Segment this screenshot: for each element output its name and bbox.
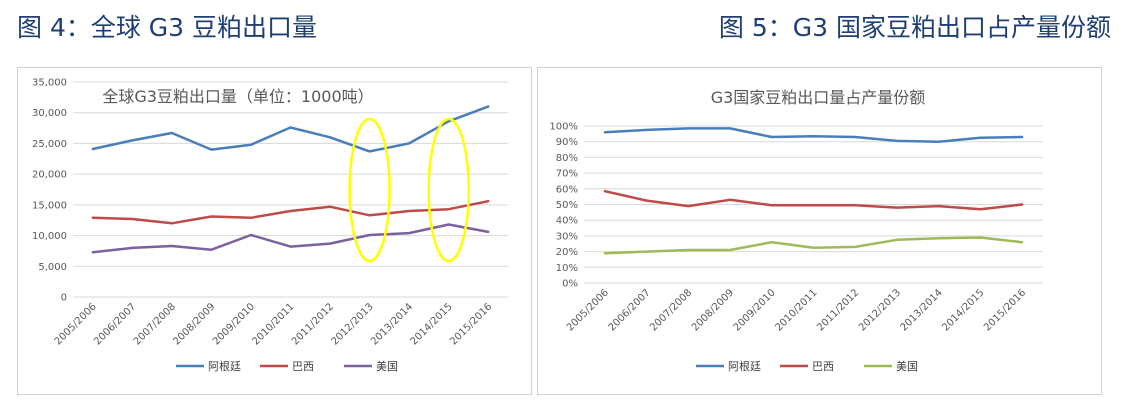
legend-label: 阿根廷: [208, 359, 241, 373]
x-tick-label: 2015/2016: [448, 301, 494, 347]
y-tick-label: 35,000: [32, 78, 67, 89]
y-tick-label: 10,000: [32, 231, 67, 242]
x-tick-label: 2006/2007: [607, 287, 653, 333]
y-tick-label: 40%: [556, 216, 578, 227]
highlight-ellipse: [348, 117, 391, 263]
legend-label: 美国: [896, 360, 918, 373]
legend-label: 巴西: [292, 360, 314, 373]
y-tick-label: 50%: [556, 200, 578, 211]
figure-5-heading: 图 5：G3 国家豆粕出口占产量份额: [718, 13, 1111, 42]
chart-title: 全球G3豆粕出口量（单位：1000吨）: [102, 87, 373, 106]
x-tick-label: 2005/2006: [565, 287, 611, 333]
x-tick-label: 2009/2010: [732, 287, 778, 333]
x-tick-label: 2014/2015: [940, 287, 986, 333]
y-tick-label: 30,000: [32, 108, 67, 119]
y-tick-label: 5,000: [38, 262, 67, 273]
chart-title: G3国家豆粕出口量占产量份额: [711, 88, 926, 107]
series-line-0: [91, 105, 490, 153]
y-tick-label: 20%: [556, 247, 578, 258]
chart-export-volume-svg: 全球G3豆粕出口量（单位：1000吨） 35,000 30,000 25,000 20,…: [32, 78, 508, 373]
chart-export-share: G3国家豆粕出口量占产量份额 100% 90% 80% 70% 60% 50% 40% 30% 2…: [537, 67, 1102, 395]
y-tick-label: 15,000: [32, 200, 67, 211]
series-line-2: [91, 223, 490, 254]
x-tick-label: 2011/2012: [815, 287, 861, 333]
figure-4-heading: 图 4：全球 G3 豆粕出口量: [17, 13, 318, 42]
legend-label: 阿根廷: [728, 359, 761, 373]
y-tick-label: 0: [61, 293, 67, 304]
y-tick-label: 10%: [556, 263, 578, 274]
y-tick-label: 30%: [556, 231, 578, 242]
highlight-ellipse: [427, 117, 470, 263]
y-tick-label: 20,000: [32, 170, 67, 181]
x-tick-label: 2015/2016: [982, 287, 1028, 333]
legend-label: 美国: [376, 360, 398, 373]
series-line-0: [603, 127, 1024, 143]
y-tick-label: 90%: [556, 137, 578, 148]
y-tick-label: 0%: [562, 279, 578, 290]
x-tick-label: 2012/2013: [857, 287, 903, 333]
x-tick-label: 2008/2009: [690, 287, 736, 333]
y-tick-label: 80%: [556, 153, 578, 164]
series-line-2: [603, 236, 1024, 255]
legend-label: 巴西: [812, 360, 834, 373]
chart-export-volume: 全球G3豆粕出口量（单位：1000吨） 35,000 30,000 25,000 20,…: [17, 67, 532, 395]
y-tick-label: 70%: [556, 169, 578, 180]
x-tick-label: 2007/2008: [648, 287, 694, 333]
y-tick-label: 60%: [556, 184, 578, 195]
series-line-1: [91, 199, 490, 225]
y-tick-label: 100%: [549, 122, 578, 133]
series-line-1: [603, 189, 1024, 211]
y-tick-label: 25,000: [32, 139, 67, 150]
chart-export-share-svg: G3国家豆粕出口量占产量份额 100% 90% 80% 70% 60% 50% 40% 30% 2…: [549, 88, 1043, 373]
x-tick-label: 2013/2014: [899, 287, 945, 333]
x-tick-label: 2010/2011: [773, 287, 819, 333]
